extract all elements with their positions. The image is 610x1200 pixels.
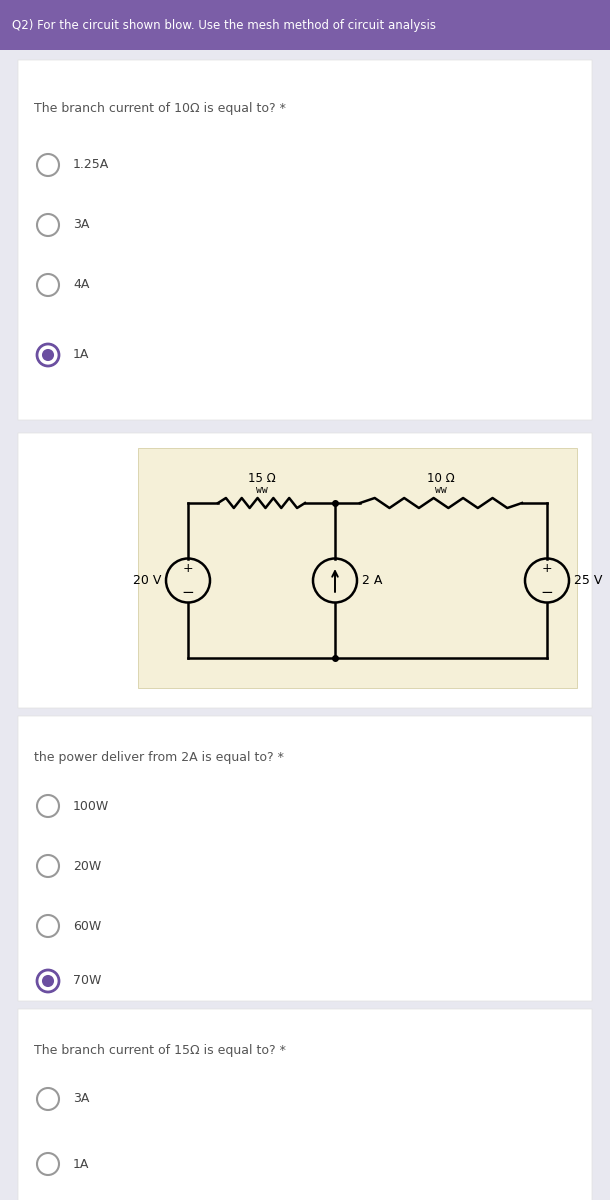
- Text: +: +: [542, 562, 552, 575]
- Text: 1A: 1A: [73, 348, 90, 361]
- FancyBboxPatch shape: [18, 433, 592, 708]
- Text: 10 Ω: 10 Ω: [427, 472, 455, 485]
- Text: the power deliver from 2A is equal to? *: the power deliver from 2A is equal to? *: [34, 751, 284, 764]
- Text: 100W: 100W: [73, 799, 109, 812]
- FancyBboxPatch shape: [18, 716, 592, 1001]
- Text: 1A: 1A: [73, 1158, 90, 1170]
- Text: ww: ww: [435, 485, 447, 494]
- Text: 20 V: 20 V: [132, 574, 161, 587]
- Text: 25 V: 25 V: [574, 574, 603, 587]
- Circle shape: [42, 349, 54, 361]
- Text: The branch current of 10Ω is equal to? *: The branch current of 10Ω is equal to? *: [34, 102, 286, 115]
- Text: 70W: 70W: [73, 974, 101, 988]
- Text: 2 A: 2 A: [362, 574, 382, 587]
- Text: 60W: 60W: [73, 919, 101, 932]
- Text: −: −: [182, 586, 195, 600]
- Text: 1.25A: 1.25A: [73, 158, 109, 172]
- Text: −: −: [540, 586, 553, 600]
- Text: +: +: [182, 562, 193, 575]
- Text: ww: ww: [256, 485, 267, 494]
- FancyBboxPatch shape: [18, 1009, 592, 1200]
- Text: 15 Ω: 15 Ω: [248, 472, 275, 485]
- Text: 3A: 3A: [73, 218, 90, 232]
- Bar: [0, 0, 610, 50]
- FancyBboxPatch shape: [18, 60, 592, 420]
- Text: 3A: 3A: [73, 1092, 90, 1105]
- Text: 20W: 20W: [73, 859, 101, 872]
- Bar: [138, 448, 577, 688]
- Text: 4A: 4A: [73, 278, 90, 292]
- Text: The branch current of 15Ω is equal to? *: The branch current of 15Ω is equal to? *: [34, 1044, 286, 1057]
- Text: Q2) For the circuit shown blow. Use the mesh method of circuit analysis: Q2) For the circuit shown blow. Use the …: [12, 18, 436, 31]
- Circle shape: [42, 974, 54, 988]
